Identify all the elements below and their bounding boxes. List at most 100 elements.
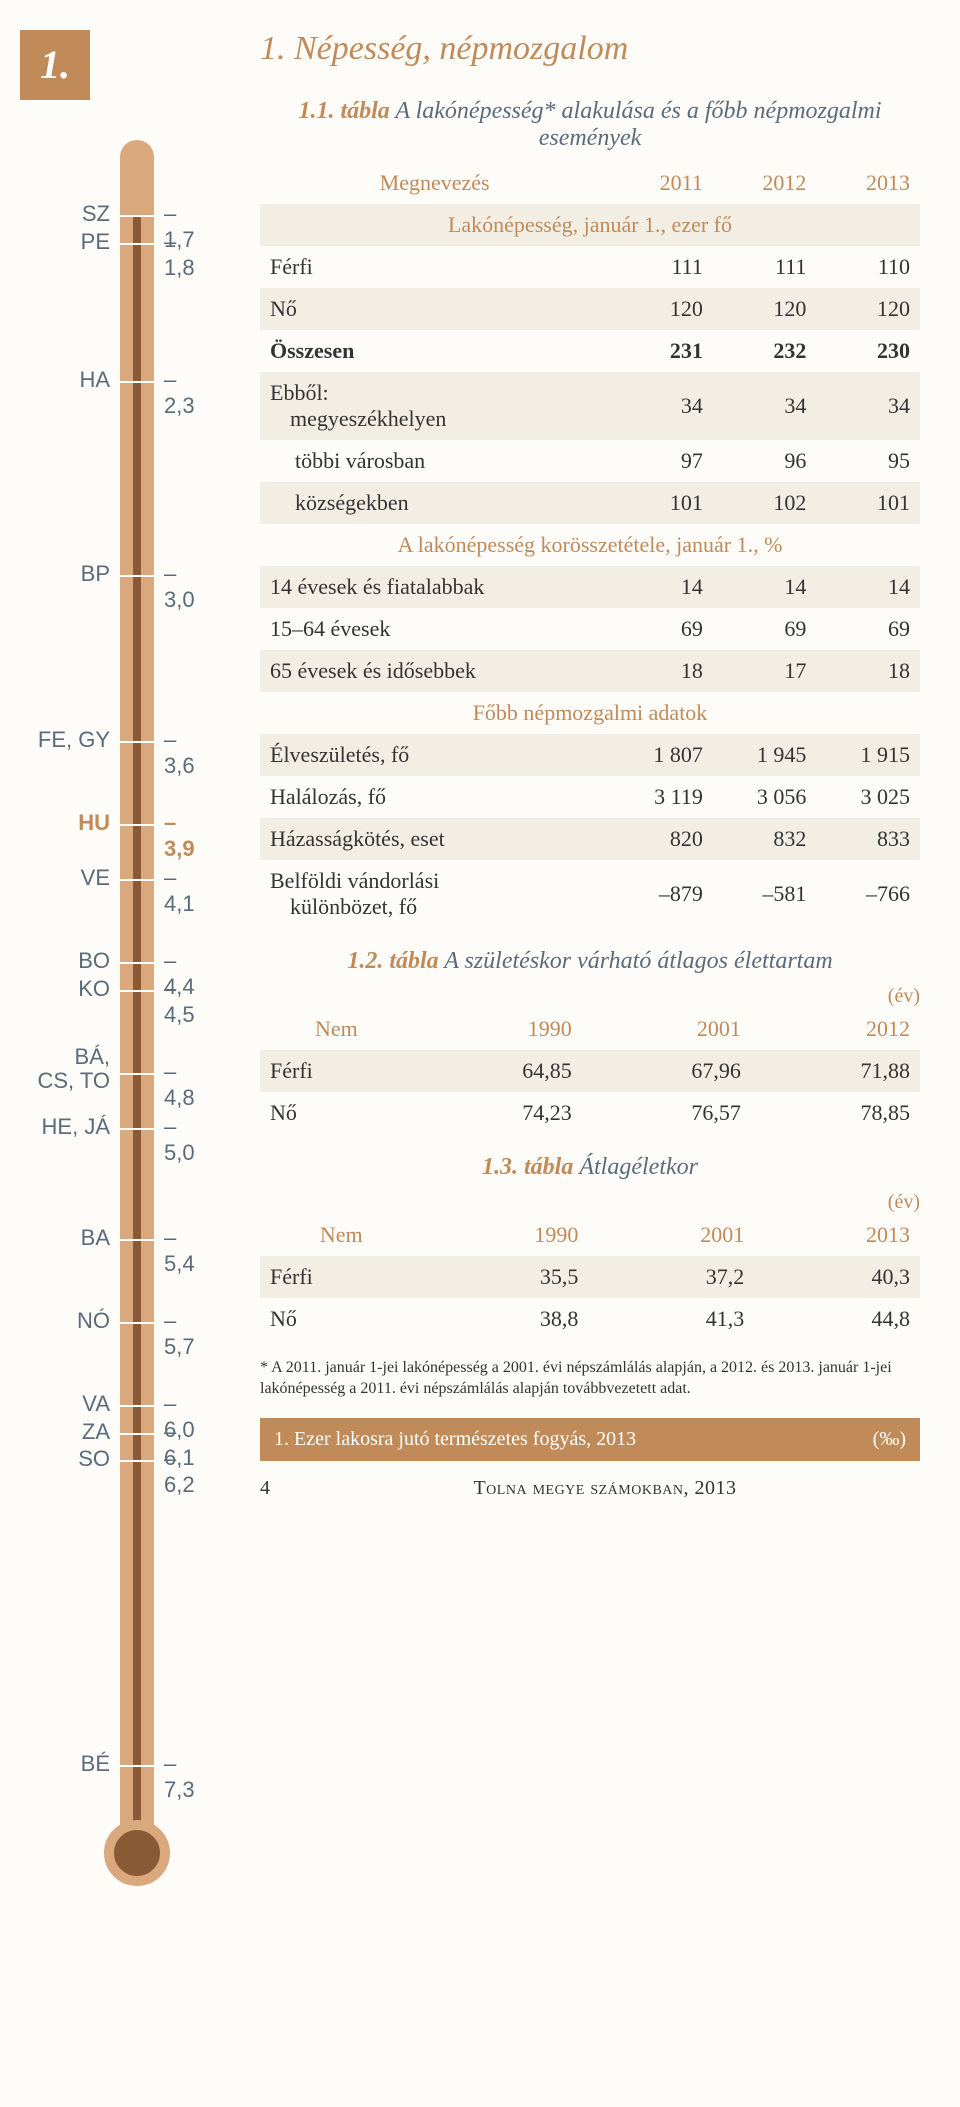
col-header: Nem: [260, 1214, 423, 1256]
cell-value: 69: [609, 608, 713, 650]
cell-value: 18: [816, 650, 920, 692]
cell-value: 18: [609, 650, 713, 692]
therm-value: –7,3: [164, 1751, 195, 1803]
table3-num: 1.3. tábla: [482, 1154, 573, 1180]
therm-value: –4,8: [164, 1059, 195, 1111]
cell-value: 17: [713, 650, 817, 692]
cell-value: 41,3: [588, 1298, 754, 1340]
therm-label: KO: [30, 976, 110, 1002]
footnote: * A 2011. január 1-jei lakónépesség a 20…: [260, 1358, 920, 1400]
cell-value: 820: [609, 818, 713, 860]
row-label: Belföldi vándorlásikülönbözet, fő: [260, 860, 609, 928]
therm-value: –6,2: [164, 1446, 195, 1498]
cell-value: 102: [713, 482, 817, 524]
cell-value: 37,2: [588, 1256, 754, 1298]
cell-value: 14: [713, 566, 817, 608]
row-label: Házasságkötés, eset: [260, 818, 609, 860]
sub-header: Lakónépesség, január 1., ezer fő: [260, 204, 920, 246]
bottom-bar-left: 1. Ezer lakosra jutó természetes fogyás,…: [274, 1428, 636, 1451]
cell-value: 69: [816, 608, 920, 650]
page-number: 4: [260, 1477, 290, 1500]
col-header: Nem: [260, 1008, 413, 1050]
col-header: 2001: [582, 1008, 751, 1050]
therm-value: –1,8: [164, 229, 195, 281]
bottom-bar-right: (‰): [873, 1428, 906, 1451]
cell-value: 1 807: [609, 734, 713, 776]
cell-value: 76,57: [582, 1092, 751, 1134]
col-header: 2011: [609, 162, 713, 204]
cell-value: 101: [816, 482, 920, 524]
therm-label: VA: [30, 1391, 110, 1417]
cell-value: 232: [713, 330, 817, 372]
cell-value: 34: [816, 372, 920, 440]
cell-value: 120: [609, 288, 713, 330]
cell-value: 120: [713, 288, 817, 330]
cell-value: 3 119: [609, 776, 713, 818]
row-label: Férfi: [260, 1050, 413, 1092]
therm-value: –4,5: [164, 976, 195, 1028]
therm-value: –5,4: [164, 1225, 195, 1277]
bottom-bar: 1. Ezer lakosra jutó természetes fogyás,…: [260, 1418, 920, 1461]
cell-value: 67,96: [582, 1050, 751, 1092]
therm-value: –5,0: [164, 1114, 195, 1166]
cell-value: 111: [713, 246, 817, 288]
footer: 4 Tolna megye számokban, 2013: [260, 1477, 920, 1500]
table1: Megnevezés201120122013 Lakónépesség, jan…: [260, 162, 920, 928]
col-header: 2013: [816, 162, 920, 204]
therm-value: –3,6: [164, 727, 195, 779]
therm-label: SZ: [30, 201, 110, 227]
sub-header: Főbb népmozgalmi adatok: [260, 692, 920, 734]
therm-value: –3,9: [164, 810, 195, 862]
table1-num: 1.1. tábla: [298, 98, 389, 124]
main-title: 1. Népesség, népmozgalom: [260, 30, 920, 68]
therm-value: –5,7: [164, 1308, 195, 1360]
cell-value: 64,85: [413, 1050, 582, 1092]
col-header: 1990: [423, 1214, 589, 1256]
row-label: Férfi: [260, 1256, 423, 1298]
table3-unit: (év): [260, 1191, 920, 1214]
row-label: 15–64 évesek: [260, 608, 609, 650]
cell-value: –766: [816, 860, 920, 928]
col-header: 2012: [713, 162, 817, 204]
row-label: többi városban: [260, 440, 609, 482]
table1-title: A lakónépesség* alakulása és a főbb népm…: [390, 98, 882, 151]
cell-value: 14: [816, 566, 920, 608]
section-number: 1.: [20, 30, 90, 100]
therm-label: HE, JÁ: [30, 1114, 110, 1140]
cell-value: –581: [713, 860, 817, 928]
therm-value: –3,0: [164, 561, 195, 613]
cell-value: 74,23: [413, 1092, 582, 1134]
row-label: 65 évesek és idősebbek: [260, 650, 609, 692]
table1-caption: 1.1. tábla A lakónépesség* alakulása és …: [260, 98, 920, 152]
sub-header: A lakónépesség korösszetétele, január 1.…: [260, 524, 920, 566]
cell-value: 38,8: [423, 1298, 589, 1340]
cell-value: 1 915: [816, 734, 920, 776]
cell-value: 120: [816, 288, 920, 330]
thermometer-chart: SZPEHABPFE, GYHUVEBOKOBÁ,CS, TOHE, JÁBAN…: [30, 140, 190, 1890]
therm-label: BÁ,CS, TO: [30, 1045, 110, 1093]
therm-label: VE: [30, 865, 110, 891]
row-label: községekben: [260, 482, 609, 524]
cell-value: 69: [713, 608, 817, 650]
cell-value: 78,85: [751, 1092, 920, 1134]
cell-value: 1 945: [713, 734, 817, 776]
cell-value: 3 056: [713, 776, 817, 818]
table2-num: 1.2. tábla: [347, 948, 438, 974]
therm-value: –4,1: [164, 865, 195, 917]
therm-label: BO: [30, 948, 110, 974]
col-header: 2001: [588, 1214, 754, 1256]
cell-value: 231: [609, 330, 713, 372]
cell-value: 34: [713, 372, 817, 440]
cell-value: 40,3: [754, 1256, 920, 1298]
therm-label: BA: [30, 1225, 110, 1251]
cell-value: 832: [713, 818, 817, 860]
row-label: Nő: [260, 1092, 413, 1134]
footer-source: Tolna megye számokban, 2013: [290, 1477, 920, 1500]
row-label: Férfi: [260, 246, 609, 288]
therm-label: ZA: [30, 1419, 110, 1445]
table2: Nem199020012012 Férfi64,8567,9671,88Nő74…: [260, 1008, 920, 1134]
cell-value: 96: [713, 440, 817, 482]
therm-label: PE: [30, 229, 110, 255]
table3-title: Átlagéletkor: [573, 1154, 698, 1180]
cell-value: –879: [609, 860, 713, 928]
